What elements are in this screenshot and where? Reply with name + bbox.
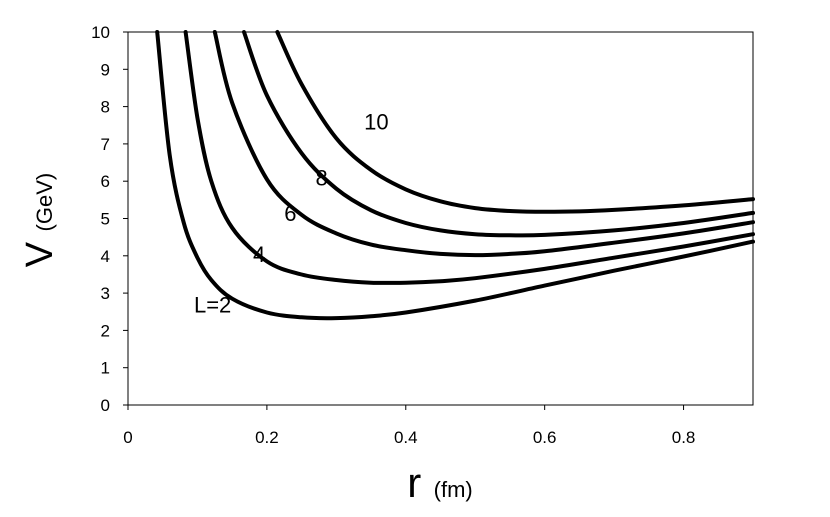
x-tick-label: 0.6 [533, 428, 557, 447]
y-tick-label: 9 [101, 60, 110, 79]
x-tick-label: 0 [123, 428, 132, 447]
y-axis-symbol: V [19, 241, 61, 267]
series-line-L6 [212, 30, 755, 258]
plot-border [127, 31, 754, 406]
curve-label: 8 [316, 165, 328, 190]
y-axis-unit: (GeV) [32, 173, 57, 232]
y-tick-label: 1 [101, 359, 110, 378]
series-line-L10 [275, 30, 755, 214]
series-labels: 10 864 L=2 [194, 110, 389, 318]
x-axis-title: r (fm) [407, 459, 473, 506]
y-tick-label: 6 [101, 172, 110, 191]
curve-label: 10 [364, 110, 388, 135]
y-tick-label: 5 [101, 210, 110, 229]
y-tick-label: 4 [101, 247, 110, 266]
x-axis-unit: (fm) [434, 477, 473, 502]
y-tick-label: 2 [101, 321, 110, 340]
plot-area [127, 31, 754, 406]
y-tick-label: 7 [101, 135, 110, 154]
series-line-L4 [183, 30, 755, 285]
y-axis-title: V (GeV) [19, 173, 61, 268]
x-axis-symbol: r [407, 459, 421, 506]
y-tick-label: 8 [101, 98, 110, 117]
series-line-L2 [155, 30, 755, 321]
curve-label: L=2 [194, 292, 231, 317]
x-axis-ticks: 0 0.2 0.4 0.6 0.8 [123, 405, 695, 447]
y-tick-label: 0 [101, 396, 110, 415]
y-axis-ticks: 0 1 2 3 4 5 6 7 8 9 10 [91, 23, 128, 415]
x-tick-label: 0.8 [672, 428, 696, 447]
x-tick-label: 0.4 [394, 428, 418, 447]
series-line-L8 [242, 30, 755, 238]
y-tick-label: 10 [91, 23, 110, 42]
curve-label: 4 [253, 242, 265, 267]
curve-label: 6 [284, 201, 296, 226]
x-tick-label: 0.2 [255, 428, 279, 447]
y-tick-label: 3 [101, 284, 110, 303]
series-curves [155, 30, 755, 321]
